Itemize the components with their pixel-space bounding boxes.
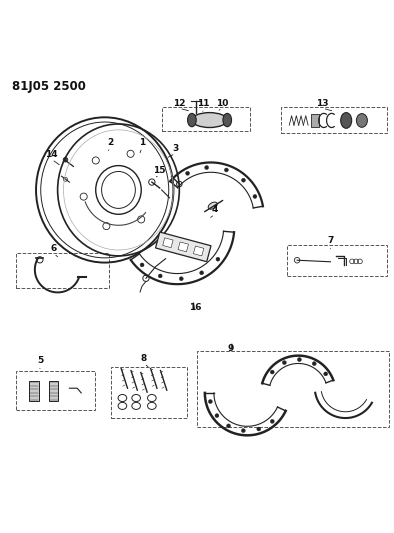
Circle shape (227, 424, 230, 428)
Text: 3: 3 (172, 144, 178, 153)
Ellipse shape (188, 114, 196, 127)
Text: 5: 5 (37, 356, 43, 365)
Text: 13: 13 (316, 99, 329, 108)
Polygon shape (163, 238, 173, 248)
Circle shape (200, 271, 204, 275)
Text: 1: 1 (139, 139, 145, 147)
Circle shape (257, 427, 261, 431)
Circle shape (270, 370, 274, 374)
Ellipse shape (223, 114, 232, 127)
Text: 10: 10 (216, 99, 229, 108)
Text: 2: 2 (108, 139, 114, 147)
Circle shape (216, 257, 220, 261)
Circle shape (208, 400, 212, 403)
Ellipse shape (357, 114, 367, 127)
Ellipse shape (208, 202, 217, 209)
Circle shape (312, 362, 316, 366)
Circle shape (63, 157, 68, 162)
Polygon shape (193, 246, 204, 256)
Polygon shape (156, 232, 211, 262)
Text: 4: 4 (212, 205, 218, 214)
Polygon shape (178, 242, 188, 252)
Text: 6: 6 (50, 244, 57, 253)
Text: 7: 7 (327, 237, 334, 246)
Circle shape (324, 372, 328, 376)
Circle shape (186, 171, 190, 175)
Bar (30, 381, 39, 401)
Circle shape (270, 419, 274, 423)
Text: 14: 14 (45, 150, 58, 159)
Text: 11: 11 (197, 99, 209, 108)
Text: 9: 9 (227, 344, 234, 353)
Text: 16: 16 (189, 303, 201, 312)
Text: 15: 15 (153, 166, 166, 175)
Circle shape (215, 414, 219, 417)
Circle shape (179, 277, 183, 281)
Circle shape (242, 429, 245, 433)
Ellipse shape (341, 112, 352, 128)
Bar (311, 114, 320, 127)
Circle shape (282, 361, 286, 365)
Circle shape (242, 178, 245, 182)
Bar (49, 381, 58, 401)
Text: 8: 8 (141, 354, 147, 364)
Circle shape (140, 263, 144, 267)
Text: 12: 12 (173, 99, 186, 108)
Ellipse shape (192, 112, 227, 127)
Circle shape (204, 166, 208, 169)
Circle shape (225, 168, 229, 172)
Circle shape (158, 274, 162, 278)
Circle shape (297, 358, 301, 361)
Circle shape (253, 195, 257, 198)
Text: 81J05 2500: 81J05 2500 (13, 80, 86, 93)
